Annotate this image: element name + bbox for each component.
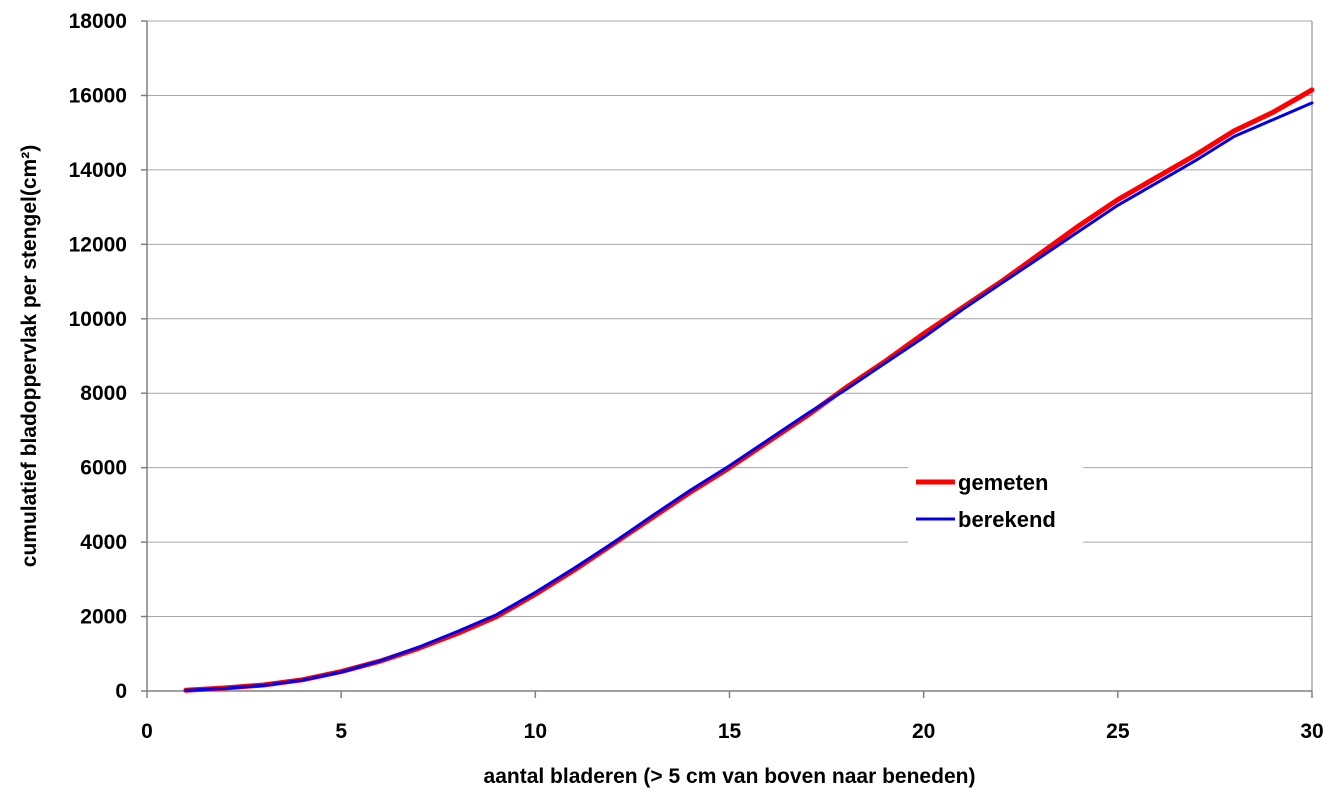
x-tick-label: 10	[524, 720, 547, 743]
y-tick-label: 14000	[69, 159, 127, 182]
y-tick-label: 16000	[69, 84, 127, 107]
y-tick-label: 4000	[80, 531, 127, 554]
series-line-gemeten	[183, 87, 1315, 693]
y-tick-label: 0	[115, 680, 127, 703]
x-tick-label: 5	[335, 720, 347, 743]
legend-label-berekend: berekend	[958, 507, 1056, 532]
y-axis-title: cumulatief bladoppervlak per stengel(cm²…	[18, 145, 41, 567]
y-tick-label: 2000	[80, 606, 127, 629]
x-tick-label: 25	[1106, 720, 1130, 743]
y-tick-label: 12000	[69, 233, 127, 256]
axes	[146, 21, 1313, 692]
gridlines	[147, 20, 1312, 618]
x-tick-label: 20	[912, 720, 935, 743]
series-lines	[183, 87, 1315, 693]
y-axis-ticks: 0 2000 4000 6000 8000 10000 12000 14000 16000 180…	[69, 10, 147, 703]
x-axis-ticks: 0 5 10 15 20 25 30	[141, 691, 1323, 743]
x-tick-label: 15	[718, 720, 742, 743]
y-tick-label: 10000	[69, 308, 127, 331]
x-axis-title: aantal bladeren (> 5 cm van boven naar b…	[484, 765, 976, 788]
x-tick-label: 0	[141, 720, 153, 743]
legend-background	[908, 462, 1083, 544]
series-line-berekend	[184, 101, 1314, 692]
y-tick-label: 18000	[69, 10, 127, 33]
y-tick-label: 8000	[80, 382, 127, 405]
legend-label-gemeten: gemeten	[958, 470, 1048, 495]
x-tick-label: 30	[1300, 720, 1323, 743]
y-tick-label: 6000	[80, 457, 127, 480]
legend: gemeten berekend	[908, 462, 1083, 544]
